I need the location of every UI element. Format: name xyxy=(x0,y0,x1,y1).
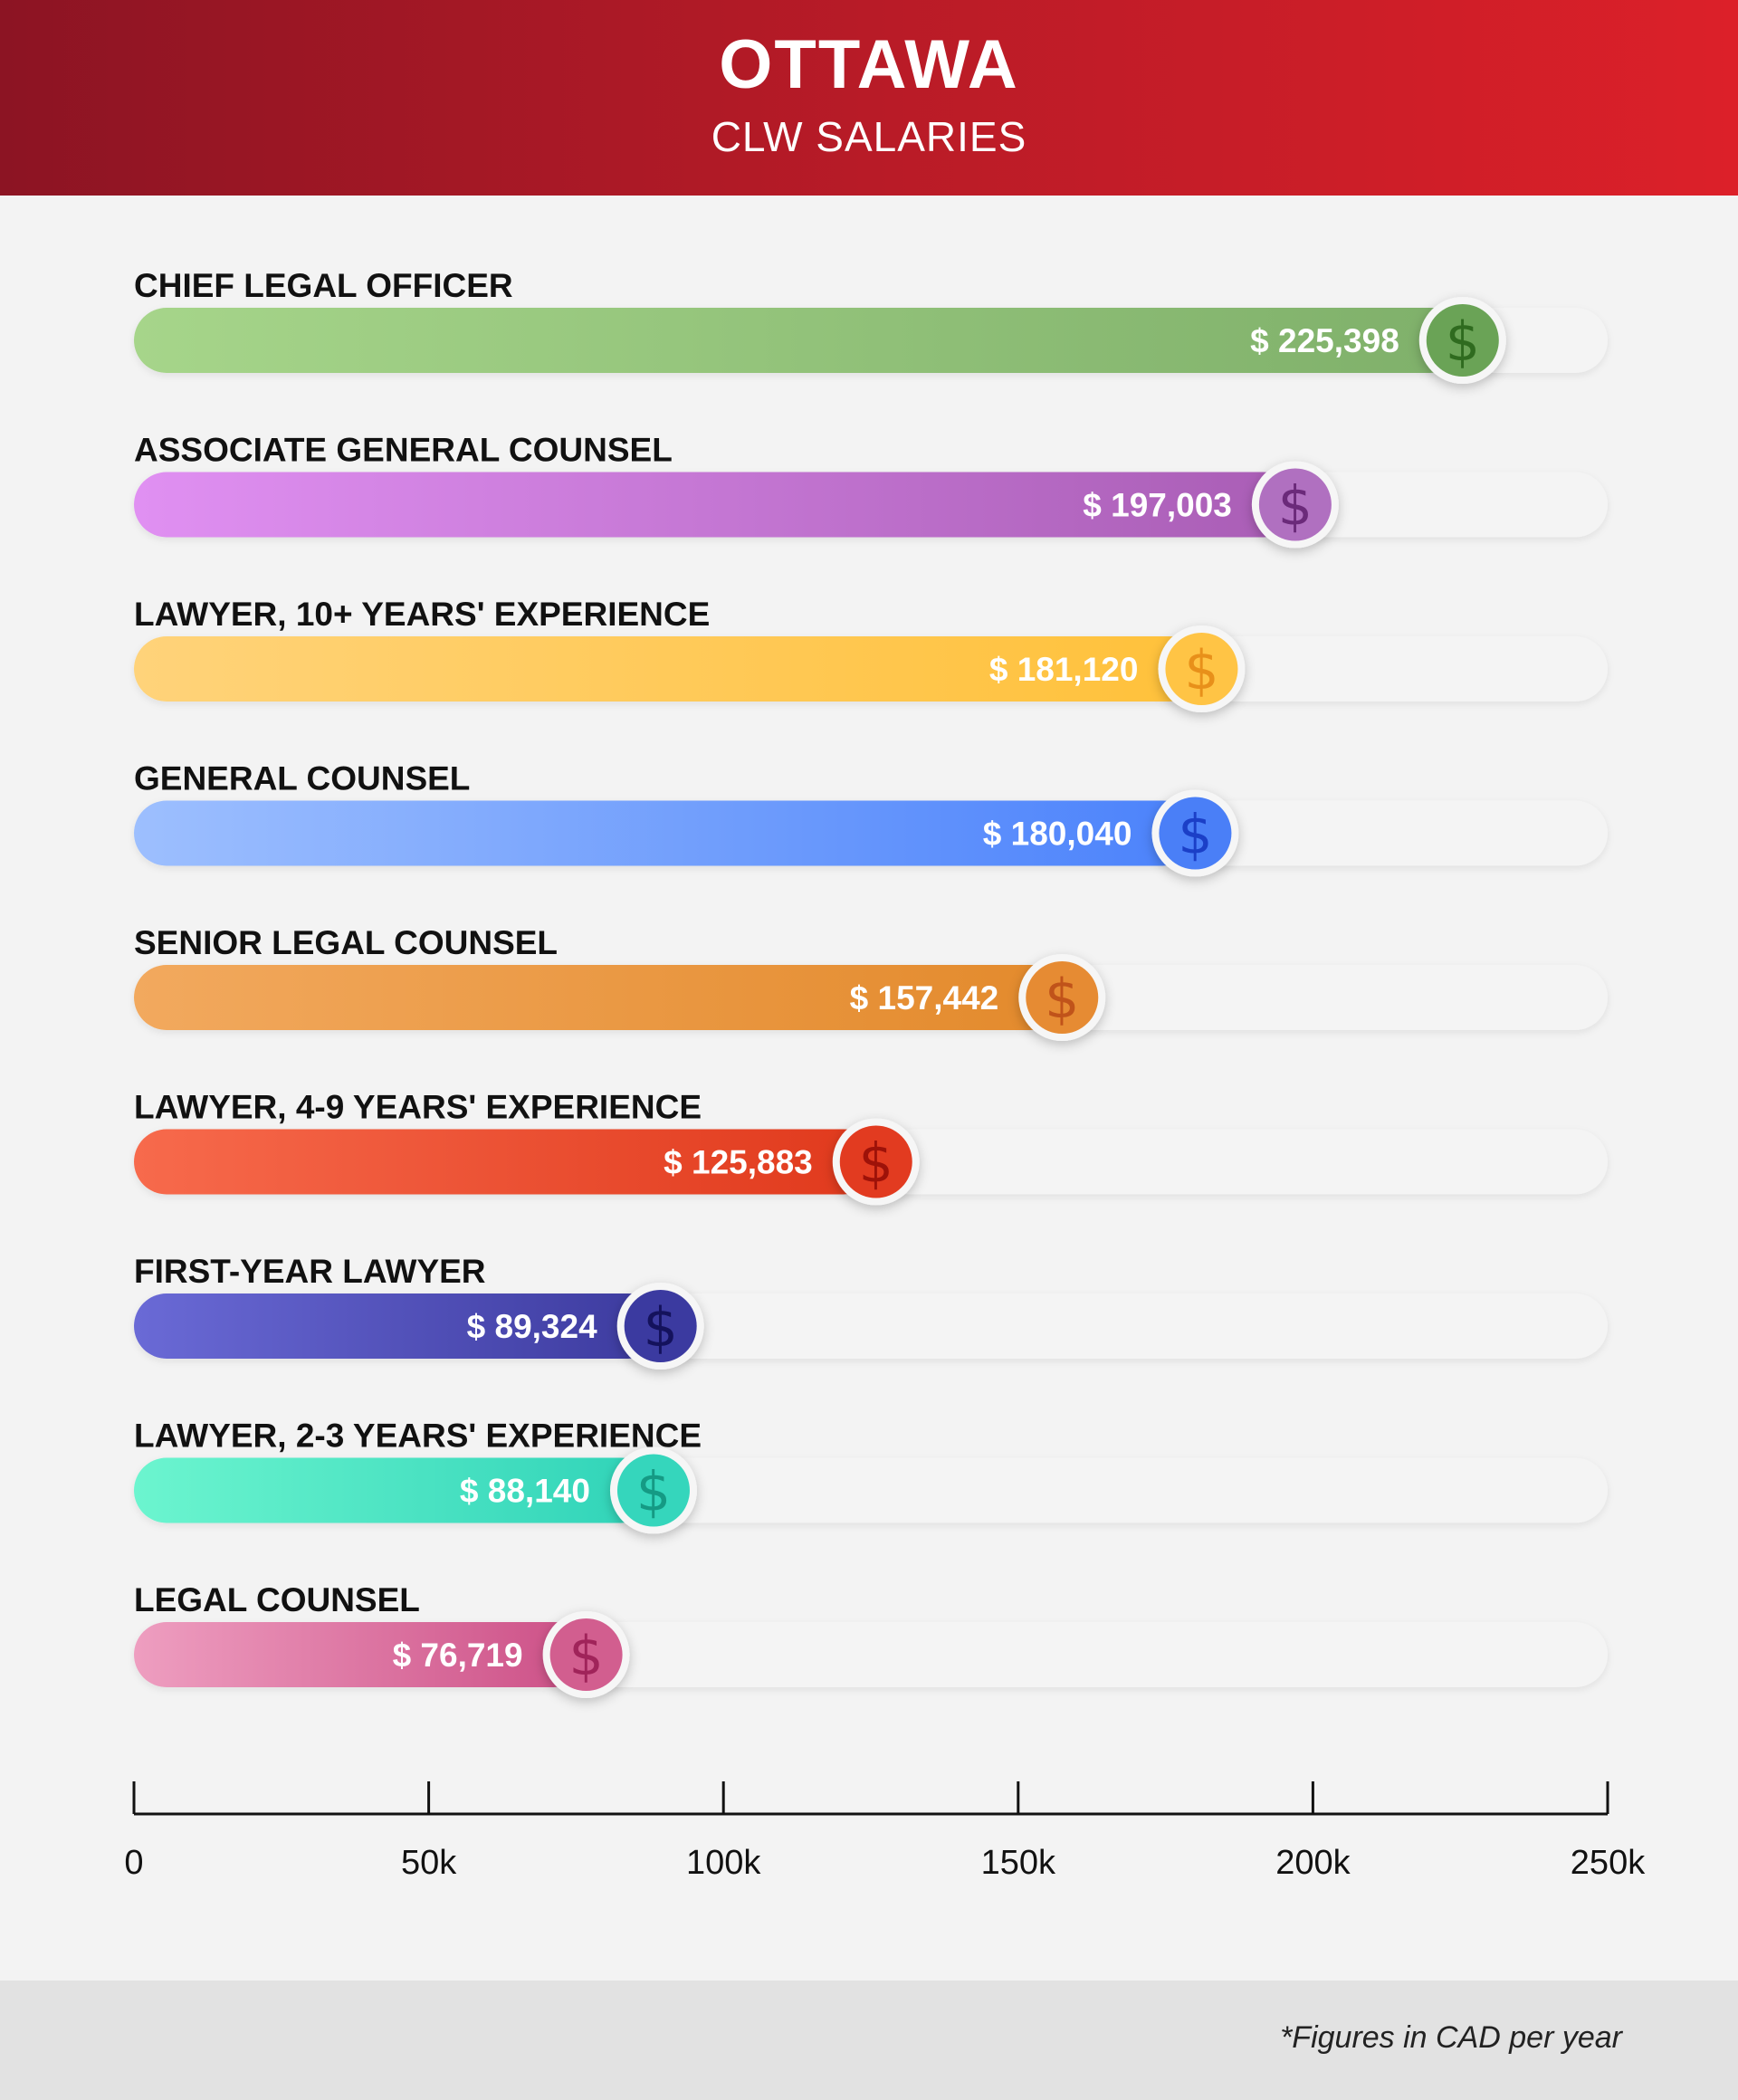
bar-value-label: $ 225,398 xyxy=(1250,322,1399,359)
dollar-icon: $ xyxy=(832,1118,920,1206)
svg-text:$: $ xyxy=(859,1132,893,1196)
dollar-icon: $ xyxy=(1418,297,1506,384)
dollar-icon: $ xyxy=(1158,625,1246,712)
bar-row: LAWYER, 10+ YEARS' EXPERIENCE $ 181,120 $ xyxy=(134,596,1608,712)
svg-text:$: $ xyxy=(1178,804,1212,867)
bar-category-label: SENIOR LEGAL COUNSEL xyxy=(134,924,558,961)
footnote: *Figures in CAD per year xyxy=(1280,2020,1622,2055)
bar-row: LAWYER, 4-9 YEARS' EXPERIENCE $ 125,883 $ xyxy=(134,1089,1608,1206)
bar-category-label: GENERAL COUNSEL xyxy=(134,760,470,797)
bar-value-label: $ 197,003 xyxy=(1083,487,1232,524)
bar-row: CHIEF LEGAL OFFICER $ 225,398 $ xyxy=(134,267,1608,384)
svg-text:$: $ xyxy=(636,1461,671,1524)
x-tick-label: 200k xyxy=(1275,1844,1351,1882)
svg-text:$: $ xyxy=(1045,968,1079,1031)
svg-text:$: $ xyxy=(1446,310,1480,374)
bar-value-label: $ 181,120 xyxy=(989,651,1139,688)
bar-category-label: LAWYER, 4-9 YEARS' EXPERIENCE xyxy=(134,1089,702,1126)
bar xyxy=(134,965,1063,1030)
bar-row: SENIOR LEGAL COUNSEL $ 157,442 $ xyxy=(134,924,1608,1041)
x-tick-label: 250k xyxy=(1571,1844,1646,1882)
footer-band xyxy=(0,1981,1738,2100)
dollar-icon: $ xyxy=(1018,954,1106,1041)
bar-value-label: $ 125,883 xyxy=(664,1144,813,1181)
bar-category-label: CHIEF LEGAL OFFICER xyxy=(134,267,513,304)
dollar-icon: $ xyxy=(1151,789,1239,877)
x-tick-label: 0 xyxy=(124,1844,143,1882)
bar xyxy=(134,1129,876,1195)
page-subtitle: CLW SALARIES xyxy=(711,113,1027,160)
bar xyxy=(134,636,1202,702)
svg-text:$: $ xyxy=(1278,475,1313,539)
bar-category-label: LAWYER, 2-3 YEARS' EXPERIENCE xyxy=(134,1418,702,1455)
dollar-icon: $ xyxy=(542,1611,630,1698)
x-tick-label: 50k xyxy=(401,1844,457,1882)
dollar-icon: $ xyxy=(1251,461,1339,549)
bar-value-label: $ 89,324 xyxy=(467,1308,597,1345)
bar-row: FIRST-YEAR LAWYER $ 89,324 $ xyxy=(134,1253,1608,1370)
svg-text:$: $ xyxy=(1184,639,1218,702)
dollar-icon: $ xyxy=(616,1283,704,1370)
bar-category-label: ASSOCIATE GENERAL COUNSEL xyxy=(134,432,673,469)
svg-text:$: $ xyxy=(644,1296,678,1360)
header-banner: OTTAWA CLW SALARIES xyxy=(0,0,1738,196)
x-tick-label: 150k xyxy=(981,1844,1056,1882)
bar-row: LAWYER, 2-3 YEARS' EXPERIENCE $ 88,140 $ xyxy=(134,1418,1608,1534)
bar xyxy=(134,800,1196,866)
bar-category-label: LEGAL COUNSEL xyxy=(134,1581,420,1618)
bar-row: ASSOCIATE GENERAL COUNSEL $ 197,003 $ xyxy=(134,432,1608,549)
salary-bar-chart: CHIEF LEGAL OFFICER$ 225,398 $ASSOCIATE G… xyxy=(124,267,1646,1882)
bar-category-label: LAWYER, 10+ YEARS' EXPERIENCE xyxy=(134,596,710,633)
bar-row: LEGAL COUNSEL $ 76,719 $ xyxy=(134,1581,1608,1698)
bar xyxy=(134,1622,587,1687)
bar xyxy=(134,308,1463,373)
x-axis: 0 50k 100k 150k 200k 250k xyxy=(124,1781,1646,1882)
dollar-icon: $ xyxy=(609,1446,697,1534)
bar-value-label: $ 76,719 xyxy=(393,1637,523,1674)
bar-value-label: $ 180,040 xyxy=(983,816,1132,853)
svg-text:$: $ xyxy=(569,1625,604,1688)
bar-value-label: $ 157,442 xyxy=(850,979,999,1017)
bar-category-label: FIRST-YEAR LAWYER xyxy=(134,1253,486,1290)
page-title: OTTAWA xyxy=(719,26,1019,103)
x-tick-label: 100k xyxy=(686,1844,761,1882)
bar-row: GENERAL COUNSEL $ 180,040 $ xyxy=(134,760,1608,877)
bar xyxy=(134,472,1295,538)
bar xyxy=(134,1457,654,1523)
bar-value-label: $ 88,140 xyxy=(460,1473,590,1510)
bar xyxy=(134,1293,661,1359)
